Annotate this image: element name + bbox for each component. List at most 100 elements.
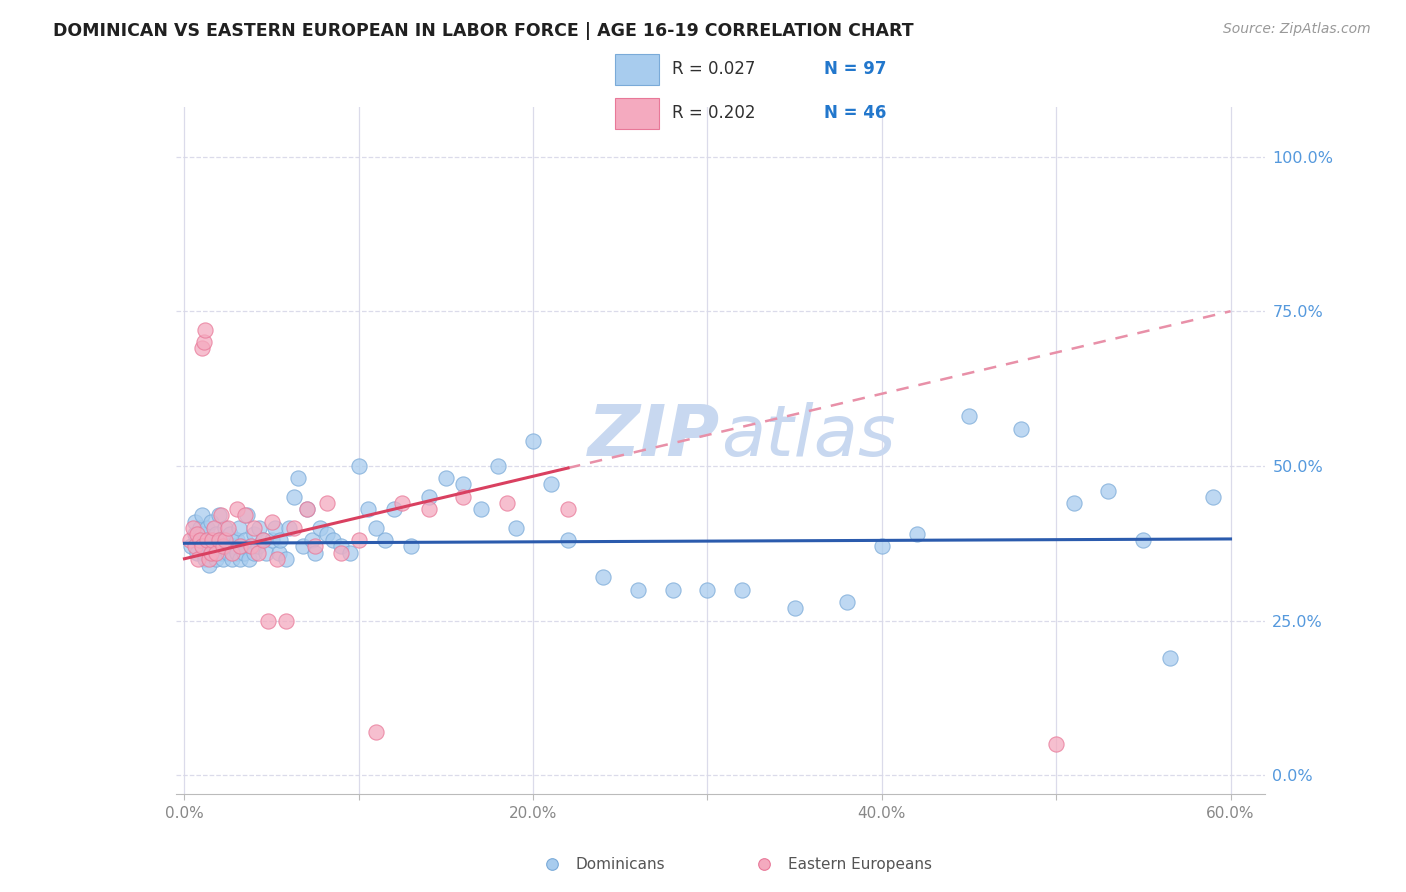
Point — [187, 533, 209, 548]
Point — [246, 540, 269, 554]
Point — [187, 551, 209, 566]
Point — [505, 521, 527, 535]
Text: Source: ZipAtlas.com: Source: ZipAtlas.com — [1223, 22, 1371, 37]
Point — [205, 545, 228, 559]
Point — [627, 582, 650, 597]
Point — [191, 540, 214, 554]
Point — [186, 527, 208, 541]
Text: R = 0.202: R = 0.202 — [672, 104, 755, 122]
Point — [1010, 422, 1032, 436]
Point — [304, 540, 326, 554]
Text: DOMINICAN VS EASTERN EUROPEAN IN LABOR FORCE | AGE 16-19 CORRELATION CHART: DOMINICAN VS EASTERN EUROPEAN IN LABOR F… — [53, 22, 914, 40]
FancyBboxPatch shape — [614, 98, 658, 129]
Point — [1063, 496, 1085, 510]
Point — [1045, 738, 1067, 752]
Text: atlas: atlas — [721, 402, 896, 471]
Point — [330, 545, 353, 559]
Point — [243, 545, 266, 559]
Point — [184, 515, 207, 529]
Point — [374, 533, 396, 548]
Point — [208, 540, 231, 554]
Point — [195, 521, 218, 535]
Point — [356, 502, 378, 516]
Point — [347, 458, 370, 473]
Point — [200, 515, 222, 529]
Point — [295, 502, 318, 516]
Point — [179, 533, 201, 548]
Point — [266, 551, 288, 566]
Point — [194, 323, 217, 337]
Point — [496, 496, 519, 510]
Point — [211, 533, 233, 548]
Point — [209, 545, 232, 559]
Point — [231, 540, 253, 554]
Point — [304, 545, 326, 559]
Point — [366, 725, 388, 739]
Point — [194, 551, 217, 566]
Point — [274, 614, 297, 628]
Point — [191, 540, 214, 554]
FancyBboxPatch shape — [614, 54, 658, 85]
Point — [195, 533, 218, 548]
Point — [283, 521, 305, 535]
Point — [453, 490, 475, 504]
Point — [235, 508, 257, 523]
Text: ZIP: ZIP — [588, 402, 721, 471]
Text: N = 46: N = 46 — [824, 104, 886, 122]
Point — [201, 533, 224, 548]
Point — [193, 545, 215, 559]
Point — [1202, 490, 1225, 504]
Point — [322, 533, 344, 548]
Point — [434, 471, 457, 485]
Point — [731, 582, 754, 597]
Point — [1132, 533, 1154, 548]
Point — [249, 521, 271, 535]
Point — [292, 540, 315, 554]
Point — [295, 502, 318, 516]
Point — [188, 533, 211, 548]
Point — [257, 614, 280, 628]
Point — [194, 533, 217, 548]
Point — [254, 545, 277, 559]
Point — [399, 540, 422, 554]
Point — [316, 527, 339, 541]
Point — [222, 540, 245, 554]
Text: Dominicans: Dominicans — [575, 857, 665, 871]
Point — [309, 521, 332, 535]
Point — [260, 515, 283, 529]
Point — [229, 540, 252, 554]
Text: N = 97: N = 97 — [824, 61, 886, 78]
Point — [205, 551, 228, 566]
Point — [339, 545, 361, 559]
Point — [180, 540, 202, 554]
Point — [382, 502, 405, 516]
Point — [418, 490, 440, 504]
Point — [301, 533, 323, 548]
Point — [225, 545, 247, 559]
Point — [239, 540, 262, 554]
Point — [188, 521, 211, 535]
Point — [754, 857, 776, 871]
Point — [592, 570, 614, 584]
Point — [470, 502, 492, 516]
Point — [274, 551, 297, 566]
Point — [221, 545, 243, 559]
Point — [236, 508, 259, 523]
Point — [214, 533, 236, 548]
Point — [202, 521, 225, 535]
Point — [208, 533, 231, 548]
Point — [225, 533, 247, 548]
Point — [330, 540, 353, 554]
Point — [200, 533, 222, 548]
Point — [540, 857, 562, 871]
Point — [191, 342, 214, 356]
Point — [228, 521, 250, 535]
Point — [264, 521, 287, 535]
Point — [181, 521, 204, 535]
Point — [205, 527, 228, 541]
Point — [200, 545, 222, 559]
Point — [957, 409, 980, 424]
Point — [246, 545, 269, 559]
Point — [783, 601, 806, 615]
Point — [696, 582, 718, 597]
